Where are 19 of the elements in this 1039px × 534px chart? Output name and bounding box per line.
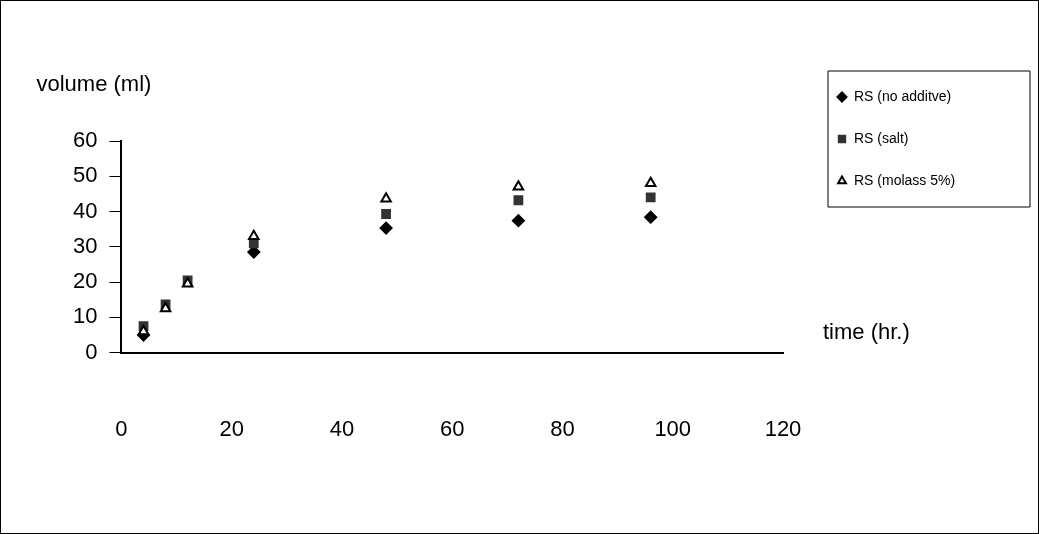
x-tick-label: 80 [550,415,575,441]
legend-label: RS (no additve) [854,87,952,104]
x-tick-label: 0 [115,415,128,441]
x-tick-label: 100 [654,415,692,441]
y-tick-label: 60 [72,127,98,153]
x-tick-label: 120 [764,415,802,441]
y-tick-label: 50 [72,162,98,188]
y-tick-label: 40 [72,197,98,223]
legend-label: RS (salt) [854,129,909,146]
x-tick-label: 20 [219,415,244,441]
x-tick-label: 60 [439,415,465,441]
y-tick-label: 10 [72,303,98,329]
y-tick-label: 30 [72,232,98,258]
y-axis-title: volume (ml) [36,71,152,97]
x-axis-title: time (hr.) [823,318,910,344]
legend-label: RS (molass 5%) [854,171,956,188]
y-tick-label: 20 [72,268,98,294]
y-tick-label: 0 [85,338,98,364]
x-tick-label: 40 [329,415,355,441]
